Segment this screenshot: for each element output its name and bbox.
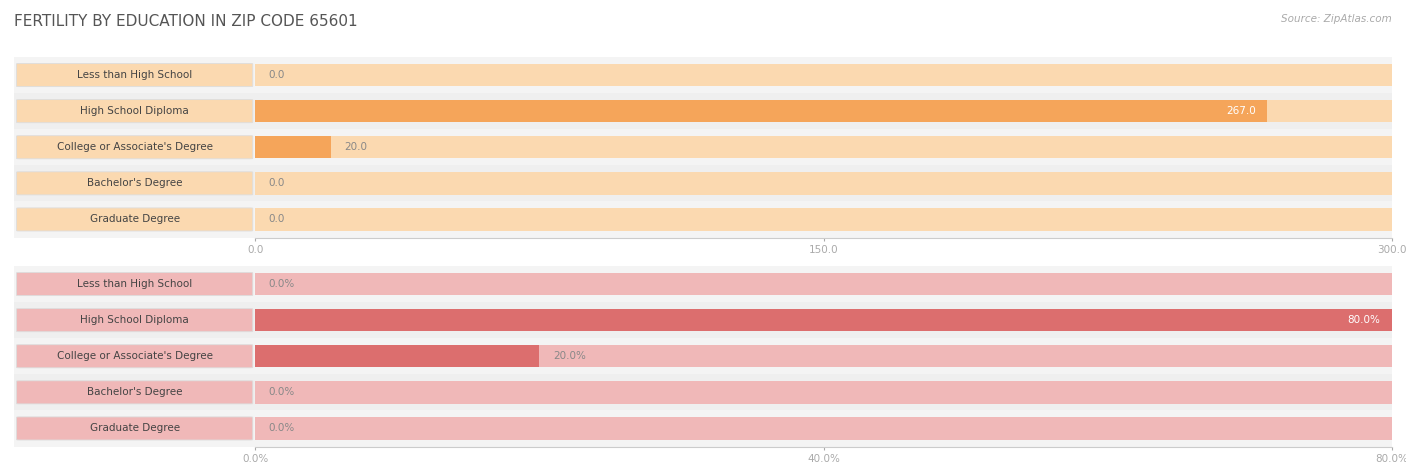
Text: 20.0%: 20.0% (553, 351, 586, 361)
Text: Bachelor's Degree: Bachelor's Degree (87, 178, 183, 189)
Bar (256, 201, 1392, 238)
FancyBboxPatch shape (14, 165, 256, 201)
Text: 0.0: 0.0 (269, 178, 285, 189)
Text: Graduate Degree: Graduate Degree (90, 423, 180, 434)
Text: Bachelor's Degree: Bachelor's Degree (87, 387, 183, 398)
Text: 0.0%: 0.0% (269, 387, 295, 398)
Text: College or Associate's Degree: College or Associate's Degree (56, 142, 212, 152)
FancyBboxPatch shape (14, 374, 256, 410)
FancyBboxPatch shape (14, 93, 256, 129)
FancyBboxPatch shape (17, 172, 253, 195)
Bar (256, 417, 1392, 440)
Bar (256, 208, 1392, 231)
Bar (256, 338, 1392, 374)
FancyBboxPatch shape (14, 410, 256, 446)
Text: Graduate Degree: Graduate Degree (90, 214, 180, 225)
Bar (256, 410, 1392, 446)
Bar (256, 136, 330, 159)
FancyBboxPatch shape (17, 100, 253, 123)
Text: 0.0: 0.0 (269, 214, 285, 225)
Text: 267.0: 267.0 (1226, 106, 1256, 116)
Bar (256, 165, 1392, 201)
FancyBboxPatch shape (17, 273, 253, 295)
Bar (256, 93, 1392, 129)
Bar (256, 302, 1392, 338)
Bar (256, 64, 1392, 86)
FancyBboxPatch shape (17, 208, 253, 231)
Bar (256, 345, 1392, 368)
Text: Less than High School: Less than High School (77, 279, 193, 289)
FancyBboxPatch shape (14, 129, 256, 165)
Bar (256, 273, 1392, 295)
Bar (256, 57, 1392, 93)
Bar (256, 136, 1392, 159)
Text: 0.0%: 0.0% (269, 279, 295, 289)
FancyBboxPatch shape (17, 64, 253, 86)
FancyBboxPatch shape (17, 309, 253, 332)
Text: 0.0%: 0.0% (269, 423, 295, 434)
Text: Less than High School: Less than High School (77, 70, 193, 80)
FancyBboxPatch shape (17, 417, 253, 440)
FancyBboxPatch shape (14, 201, 256, 238)
Text: 0.0: 0.0 (269, 70, 285, 80)
Text: 80.0%: 80.0% (1348, 315, 1381, 325)
Text: Source: ZipAtlas.com: Source: ZipAtlas.com (1281, 14, 1392, 24)
Bar (256, 129, 1392, 165)
Text: High School Diploma: High School Diploma (80, 315, 188, 325)
Bar (256, 309, 1392, 332)
Text: FERTILITY BY EDUCATION IN ZIP CODE 65601: FERTILITY BY EDUCATION IN ZIP CODE 65601 (14, 14, 357, 29)
Bar (256, 345, 540, 368)
Bar (256, 309, 1392, 332)
Text: 20.0: 20.0 (344, 142, 367, 152)
Bar (256, 266, 1392, 302)
FancyBboxPatch shape (14, 302, 256, 338)
FancyBboxPatch shape (17, 345, 253, 368)
FancyBboxPatch shape (17, 136, 253, 159)
Text: High School Diploma: High School Diploma (80, 106, 188, 116)
FancyBboxPatch shape (14, 338, 256, 374)
FancyBboxPatch shape (14, 57, 256, 93)
Text: College or Associate's Degree: College or Associate's Degree (56, 351, 212, 361)
FancyBboxPatch shape (17, 381, 253, 404)
Bar (256, 374, 1392, 410)
Bar (256, 100, 1267, 123)
Bar (256, 172, 1392, 195)
Bar (256, 100, 1392, 123)
Bar (256, 381, 1392, 404)
FancyBboxPatch shape (14, 266, 256, 302)
